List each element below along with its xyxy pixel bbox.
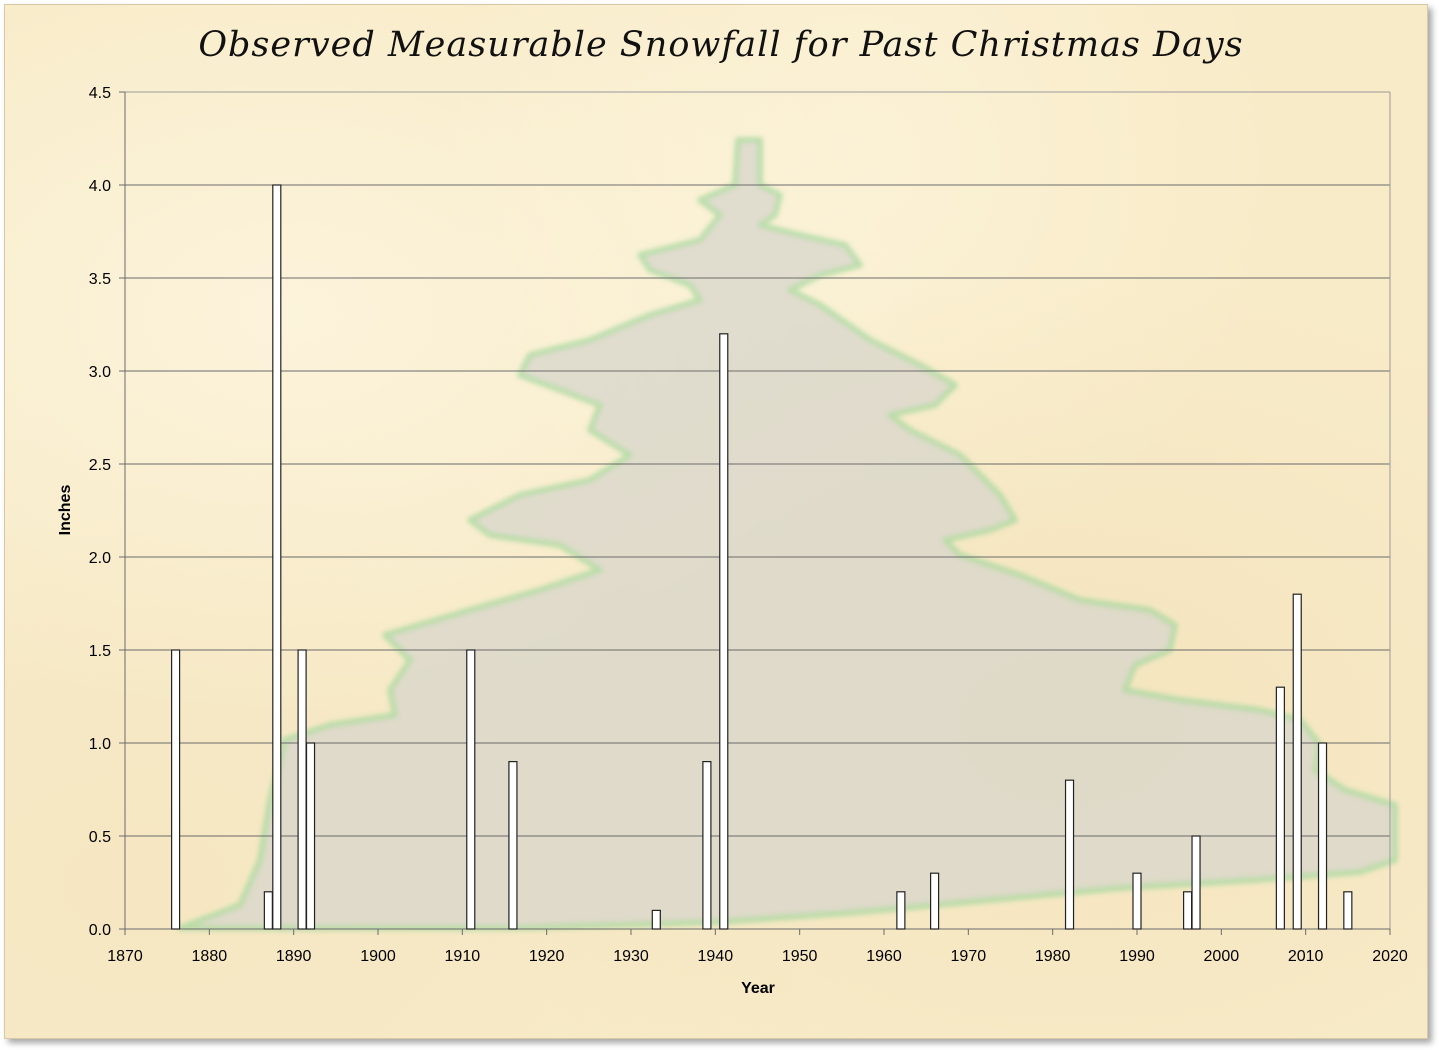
bar-1891 xyxy=(297,649,307,930)
bar-1941 xyxy=(719,333,729,930)
bar-1997 xyxy=(1191,835,1201,930)
bars-group xyxy=(171,184,1353,930)
bar-1876 xyxy=(171,649,181,930)
x-axis-title: Year xyxy=(741,980,775,997)
christmas-tree-background-image xyxy=(177,137,1398,931)
y-tick-label: 0.0 xyxy=(89,922,111,939)
bar-1892 xyxy=(305,742,316,930)
y-tick-label: 3.0 xyxy=(89,364,111,381)
x-tick-label: 1960 xyxy=(866,948,902,965)
x-tick-label: 1870 xyxy=(107,948,143,965)
bar-1996 xyxy=(1182,891,1193,930)
plot-area-frame xyxy=(119,91,1391,935)
bar-2012 xyxy=(1317,742,1328,930)
bar-1966 xyxy=(929,872,940,930)
x-tick-label: 1910 xyxy=(445,948,481,965)
x-tick-label: 1930 xyxy=(613,948,649,965)
y-tick-label: 1.0 xyxy=(89,736,111,753)
y-tick-label: 0.5 xyxy=(89,829,111,846)
bar-1911 xyxy=(466,649,476,930)
x-tick-label: 2000 xyxy=(1204,948,1240,965)
y-tick-label: 2.0 xyxy=(89,550,111,567)
x-tick-label: 1890 xyxy=(276,948,312,965)
y-tick-label: 1.5 xyxy=(89,643,111,660)
y-tick-label: 4.0 xyxy=(89,178,111,195)
bar-2015 xyxy=(1343,891,1353,930)
bar-1916 xyxy=(508,760,518,930)
x-tick-label: 1990 xyxy=(1119,948,1155,965)
x-tick-label: 1970 xyxy=(951,948,987,965)
horizontal-gridlines xyxy=(125,91,1390,837)
bar-1982 xyxy=(1064,779,1075,930)
bar-1888 xyxy=(272,184,282,930)
x-tick-label: 1880 xyxy=(192,948,228,965)
x-tick-label: 1980 xyxy=(1035,948,1071,965)
x-axis-ticks: 1870 1880 1890 1900 1910 1920 1930 1940 1950 1960… xyxy=(107,929,1408,965)
bar-2009 xyxy=(1292,593,1302,930)
bar-1887 xyxy=(263,891,273,930)
x-tick-label: 1940 xyxy=(698,948,734,965)
x-tick-label: 2010 xyxy=(1288,948,1324,965)
x-tick-label: 1920 xyxy=(529,948,565,965)
chart-title: Observed Measurable Snowfall for Past Ch… xyxy=(198,25,1244,65)
y-axis-title: Inches xyxy=(57,485,74,536)
bar-2007 xyxy=(1275,686,1285,930)
y-tick-label: 2.5 xyxy=(89,457,111,474)
x-tick-label: 2020 xyxy=(1372,948,1408,965)
y-tick-label: 4.5 xyxy=(89,85,111,102)
y-tick-label: 3.5 xyxy=(89,271,111,288)
bar-1962 xyxy=(896,891,906,930)
y-axis-ticks: 0.0 0.5 1.0 1.5 2.0 2.5 3.0 3.5 4.0 4.5 xyxy=(89,85,125,939)
bar-1990 xyxy=(1132,872,1142,930)
x-tick-label: 1950 xyxy=(782,948,818,965)
bar-1939 xyxy=(702,760,712,930)
x-tick-label: 1900 xyxy=(360,948,396,965)
bar-1933 xyxy=(651,909,661,930)
